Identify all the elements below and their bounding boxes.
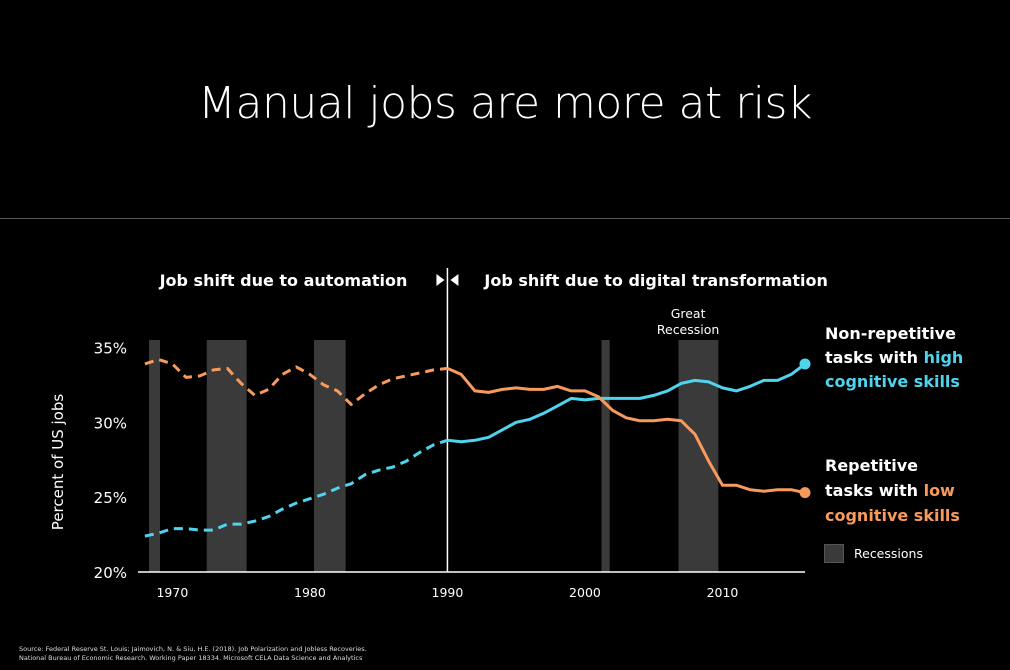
series-1-dashed-line [144, 358, 448, 406]
source-line-2: National Bureau of Economic Research. Wo… [19, 654, 363, 662]
legend-recession-label: Recessions [854, 546, 923, 561]
series-label-high: Non-repetitive tasks with high cognitive… [825, 322, 963, 394]
recession-band-0 [149, 340, 161, 572]
series-label-low-emph: low [923, 481, 955, 500]
series-0-dashed-line [144, 438, 448, 538]
source-note: Source: Federal Reserve St. Louis; Jaimo… [19, 645, 367, 663]
legend-recession-swatch [824, 544, 844, 563]
y-tick-label: 25% [94, 489, 127, 507]
x-tick-label: 2000 [569, 585, 601, 600]
x-tick-label: 2010 [707, 585, 739, 600]
x-tick-label: 1980 [294, 585, 326, 600]
x-tick-label: 1990 [432, 585, 464, 600]
annotation-great: Great [671, 306, 706, 321]
legend: Recessions [824, 544, 923, 563]
arrow-left-icon [436, 274, 445, 286]
y-tick-label: 20% [94, 564, 127, 582]
series-label-high-line2a: tasks with [825, 348, 924, 367]
x-tick-label: 1970 [156, 585, 188, 600]
series-label-low-line3: cognitive skills [825, 506, 960, 525]
phase-label-automation: Job shift due to automation [159, 271, 408, 290]
y-tick-label: 30% [94, 414, 127, 432]
recession-band-4 [678, 340, 719, 572]
recession-band-2 [314, 340, 346, 572]
slide-title: Manual jobs are more at risk [198, 78, 812, 129]
arrow-right-icon [450, 274, 459, 286]
source-line-1: Source: Federal Reserve St. Louis; Jaimo… [19, 645, 367, 653]
phase-label-digital: Job shift due to digital transformation [483, 271, 827, 290]
series-label-high-line3: cognitive skills [825, 372, 960, 391]
series-label-low: Repetitive tasks with low cognitive skil… [825, 453, 960, 528]
y-axis-label: Percent of US jobs [49, 394, 67, 531]
series-0-solid-line [447, 362, 806, 444]
series-label-low-line2a: tasks with [825, 481, 924, 500]
series-label-low-line1: Repetitive [825, 456, 919, 475]
series-label-high-line1: Non-repetitive [825, 324, 957, 343]
series-0-end-marker [799, 358, 811, 370]
title-divider [0, 218, 1010, 219]
annotation-recession: Recession [657, 322, 719, 337]
recession-band-3 [601, 340, 610, 572]
series-1-solid-line [446, 367, 806, 495]
series-1-end-marker [799, 487, 811, 499]
recession-band-1 [206, 340, 247, 572]
series-label-high-emph: high [923, 348, 964, 367]
y-tick-label: 35% [94, 339, 127, 357]
